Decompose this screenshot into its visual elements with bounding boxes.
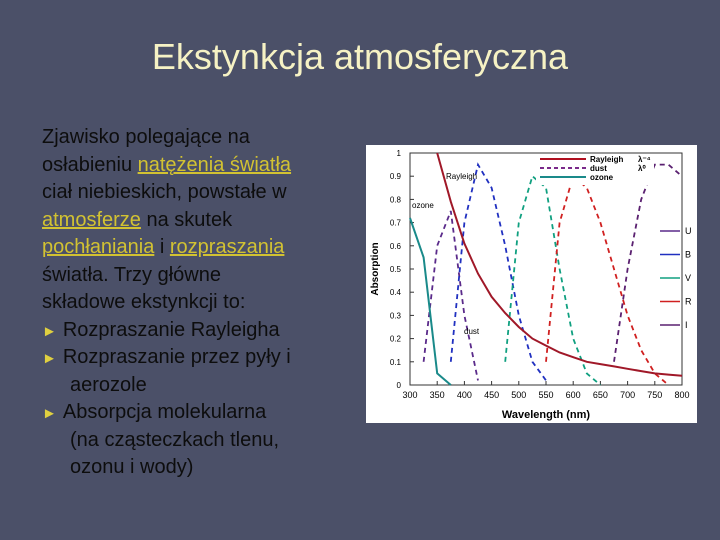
annotation: ozone: [412, 201, 434, 210]
filter-curve: [449, 162, 547, 381]
y-tick-label: 0.5: [390, 265, 402, 274]
filter-curve: [545, 174, 669, 386]
text-line: ciał niebieskich, powstałe w: [42, 180, 287, 204]
x-tick-label: 300: [402, 390, 417, 400]
legend-formula: λ⁰: [638, 164, 646, 173]
x-tick-label: 650: [593, 390, 608, 400]
x-tick-label: 450: [484, 390, 499, 400]
y-tick-label: 0.1: [390, 358, 402, 367]
text: ciał niebieskich, powstałe w: [42, 181, 287, 203]
text-line: światła. Trzy główne: [42, 263, 221, 287]
absorption-curve: [409, 217, 452, 386]
x-tick-label: 400: [457, 390, 472, 400]
y-tick-label: 0.8: [390, 195, 402, 204]
link[interactable]: atmosferze: [42, 208, 141, 231]
y-tick-label: 0.2: [390, 335, 402, 344]
text-line: ► Rozpraszanie przez pyły i: [42, 345, 291, 371]
filter-curve: [422, 210, 479, 381]
x-tick-label: 750: [647, 390, 662, 400]
filter-label: I: [685, 320, 688, 330]
filter-label: U: [685, 226, 692, 236]
annotation: dust: [464, 327, 480, 336]
text-line: ► Absorpcja molekularna: [42, 400, 266, 426]
bullet: ►: [42, 322, 57, 340]
x-tick-label: 550: [538, 390, 553, 400]
x-tick-label: 700: [620, 390, 635, 400]
text-line: ► Rozpraszanie Rayleigha: [42, 318, 280, 344]
legend-label: dust: [590, 164, 607, 173]
bullet: ►: [42, 350, 57, 367]
text: na skutek: [140, 208, 233, 231]
text-line: atmosferze na skutek: [42, 208, 232, 232]
y-tick-label: 0: [397, 381, 402, 390]
link[interactable]: natężenia światła: [137, 153, 292, 176]
text: światła. Trzy główne: [42, 263, 221, 286]
bullet: ►: [42, 405, 57, 422]
text: osłabieniu: [42, 153, 138, 176]
absorption-curve: [436, 152, 683, 377]
y-tick-label: 0.7: [390, 219, 402, 228]
text-line: (na cząsteczkach tlenu,: [70, 428, 279, 452]
text: aerozole: [70, 373, 147, 396]
y-tick-label: 0.9: [390, 172, 402, 181]
y-tick-label: 0.3: [390, 311, 402, 320]
y-tick-label: 0.6: [390, 242, 402, 251]
text-line: ozonu i wody): [70, 455, 193, 479]
text: Zjawisko polegające na: [42, 126, 250, 148]
annotation: Rayleigh: [446, 172, 477, 181]
filter-curve: [504, 174, 601, 386]
y-axis-label: Absorption: [370, 242, 381, 295]
filter-curve: [613, 163, 683, 362]
slide-title: Ekstynkcja atmosferyczna: [151, 36, 569, 77]
text: Rozpraszanie przez pyły i: [62, 346, 291, 368]
text-line: Zjawisko polegające na: [42, 125, 250, 149]
link[interactable]: pochłaniania: [42, 236, 155, 258]
text: i: [154, 236, 170, 258]
text: Absorpcja molekularna: [62, 401, 267, 423]
y-tick-label: 1: [397, 149, 402, 158]
link[interactable]: rozpraszania: [169, 236, 285, 258]
x-tick-label: 600: [566, 390, 581, 400]
text: ozonu i wody): [70, 456, 194, 478]
legend-label: Rayleigh: [590, 155, 623, 164]
plot-frame: [409, 152, 683, 386]
text-line: pochłaniania i rozpraszania: [42, 235, 284, 259]
text-line: składowe ekstynkcji to:: [42, 290, 245, 314]
text: (na cząsteczkach tlenu,: [70, 428, 279, 451]
figure: Absorption Wavelength (nm) 0 0.1 0.2 0.3 0.4…: [366, 145, 697, 423]
legend-label: ozone: [590, 173, 614, 182]
x-tick-label: 350: [430, 390, 445, 400]
filter-label: B: [685, 250, 691, 260]
x-tick-label: 800: [674, 390, 689, 400]
text: Rozpraszanie Rayleigha: [62, 318, 280, 341]
filter-label: R: [685, 297, 692, 307]
text: składowe ekstynkcji to:: [42, 291, 246, 313]
y-tick-label: 0.4: [390, 288, 402, 297]
text-line: osłabieniu natężenia światła: [42, 153, 291, 177]
legend-formula: λ⁻⁴: [638, 155, 651, 164]
x-tick-label: 500: [511, 390, 526, 400]
text-line: aerozole: [70, 373, 147, 397]
filter-label: V: [685, 273, 691, 283]
x-axis-label: Wavelength (nm): [502, 409, 591, 421]
